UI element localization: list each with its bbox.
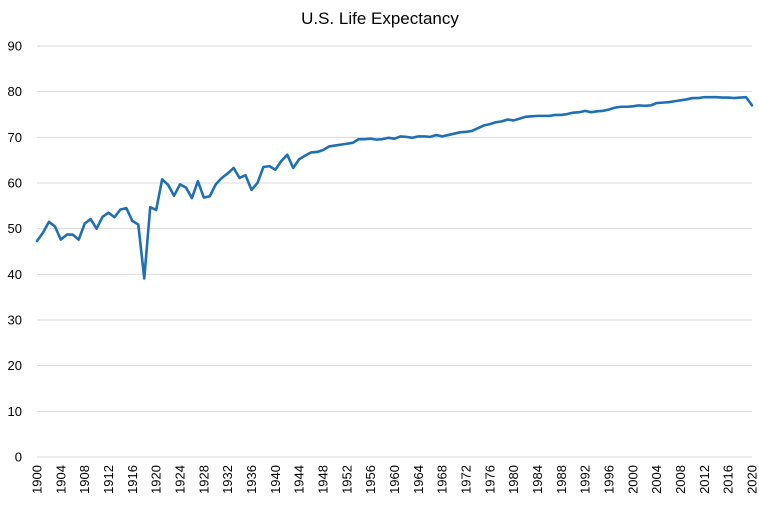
x-tick-label: 1936: [244, 465, 259, 494]
y-tick-label: 80: [8, 84, 22, 99]
y-tick-label: 20: [8, 358, 22, 373]
y-tick-label: 10: [8, 404, 22, 419]
x-tick-label: 1960: [387, 465, 402, 494]
x-tick-label: 1952: [339, 465, 354, 494]
y-tick-label: 50: [8, 221, 22, 236]
x-tick-label: 1968: [435, 465, 450, 494]
y-tick-label: 60: [8, 176, 22, 191]
x-tick-label: 2020: [745, 465, 759, 494]
gridlines: [37, 45, 752, 458]
x-tick-label: 1944: [292, 465, 307, 494]
x-tick-label: 1940: [268, 465, 283, 494]
series-layer: [35, 95, 754, 280]
x-tick-label: 1932: [220, 465, 235, 494]
y-axis-tick-labels: 0 10 20 30 40 50 60 70 80 90: [8, 39, 22, 465]
x-tick-label: 1900: [30, 465, 45, 494]
chart-title: U.S. Life Expectancy: [301, 9, 459, 28]
y-tick-label: 40: [8, 267, 22, 282]
x-tick-label: 1976: [482, 465, 497, 494]
x-tick-label: 2016: [721, 465, 736, 494]
x-tick-label: 1908: [77, 465, 92, 494]
series-line-0: [35, 95, 754, 280]
x-tick-label: 1996: [602, 465, 617, 494]
x-tick-label: 1916: [125, 465, 140, 494]
x-tick-label: 2004: [649, 465, 664, 494]
y-tick-label: 30: [8, 313, 22, 328]
x-tick-label: 1956: [363, 465, 378, 494]
x-tick-label: 1904: [53, 465, 68, 494]
x-tick-label: 1988: [554, 465, 569, 494]
x-tick-label: 2008: [673, 465, 688, 494]
x-tick-label: 1928: [196, 465, 211, 494]
y-tick-label: 0: [15, 450, 22, 465]
y-tick-label: 90: [8, 39, 22, 54]
y-tick-label: 70: [8, 130, 22, 145]
x-axis-tick-labels: 1900 1904 1908 1912 1916 1920 1924 1928 1932 1936…: [30, 465, 759, 494]
x-tick-label: 1924: [173, 465, 188, 494]
x-tick-label: 1984: [530, 465, 545, 494]
x-tick-label: 1964: [411, 465, 426, 494]
x-tick-label: 1992: [578, 465, 593, 494]
x-tick-label: 1980: [506, 465, 521, 494]
x-tick-label: 1920: [149, 465, 164, 494]
x-tick-label: 1912: [101, 465, 116, 494]
x-tick-label: 1948: [316, 465, 331, 494]
x-tick-label: 1972: [459, 465, 474, 494]
x-tick-label: 2012: [697, 465, 712, 494]
x-tick-label: 2000: [625, 465, 640, 494]
